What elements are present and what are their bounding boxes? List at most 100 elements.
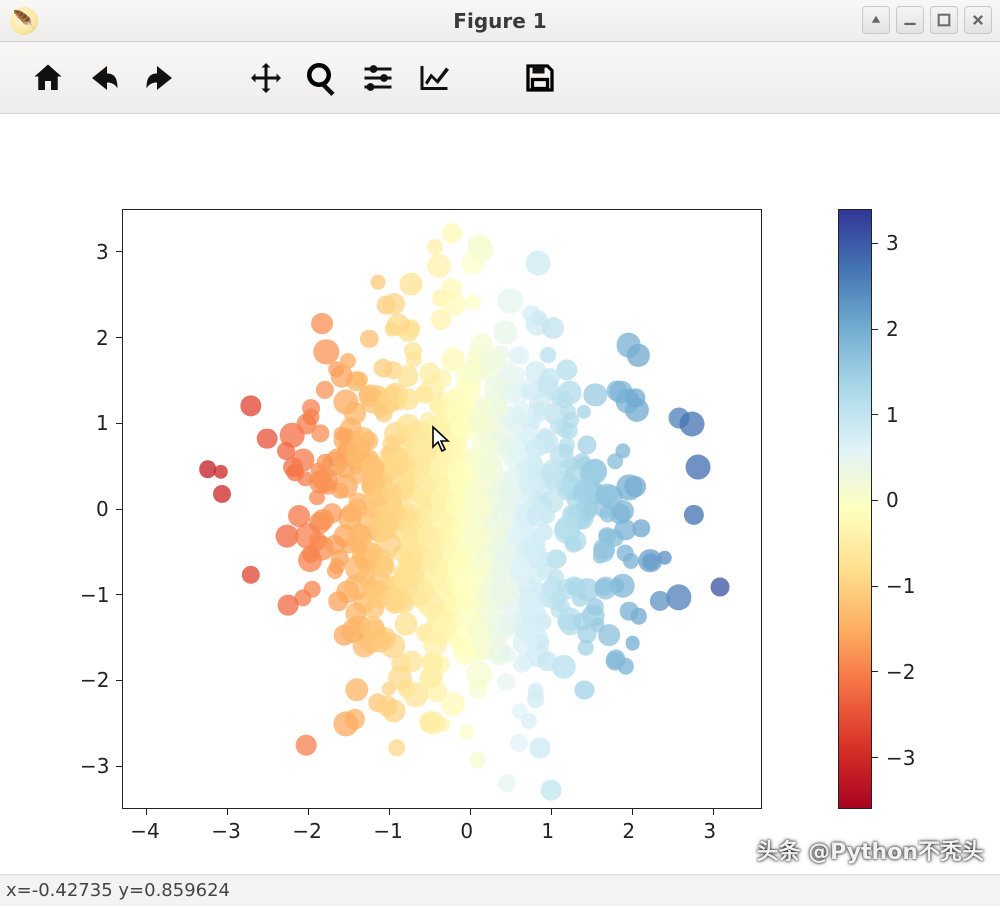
scatter-point: [277, 442, 295, 460]
home-icon: [30, 60, 66, 96]
scatter-point: [420, 556, 437, 573]
back-button[interactable]: [76, 50, 132, 106]
edit-axis-button[interactable]: [406, 50, 462, 106]
scatter-point: [371, 275, 386, 290]
configure-subplots-button[interactable]: [350, 50, 406, 106]
scatter-point: [296, 735, 317, 756]
colorbar-tick-label: −3: [886, 746, 915, 770]
scatter-point: [448, 633, 464, 649]
scatter-point: [399, 273, 422, 296]
scatter-point: [257, 428, 278, 449]
scatter-point: [423, 632, 447, 656]
scatter-point: [538, 376, 559, 397]
scatter-point: [625, 636, 640, 651]
colorbar-tick-label: −1: [886, 574, 915, 598]
scatter-point: [541, 348, 555, 362]
scatter-point: [440, 439, 455, 454]
y-tick-label: −2: [80, 668, 109, 692]
forward-icon: [142, 60, 178, 96]
scatter-point: [537, 651, 557, 671]
scatter-point: [527, 683, 544, 700]
forward-button[interactable]: [132, 50, 188, 106]
figure-canvas[interactable]: −4−3−2−10123 −3−2−10123 −3−2−10123: [0, 114, 1000, 874]
x-tick-label: 2: [622, 819, 635, 843]
scatter-point: [427, 254, 451, 278]
scatter-point: [577, 435, 596, 454]
scatter-point: [311, 313, 333, 335]
x-tick: [713, 809, 714, 815]
y-tick: [116, 594, 122, 595]
scatter-point: [387, 314, 410, 337]
y-tick: [116, 337, 122, 338]
scatter-point: [530, 737, 551, 758]
scatter-point: [374, 359, 393, 378]
scatter-point: [470, 333, 493, 356]
colorbar-tick: [872, 329, 878, 330]
scatter-point: [340, 353, 356, 369]
scatter-point: [510, 346, 530, 366]
scatter-point: [449, 400, 467, 418]
scatter-point: [302, 399, 320, 417]
home-button[interactable]: [20, 50, 76, 106]
sliders-icon: [360, 60, 396, 96]
x-tick-label: 3: [703, 819, 716, 843]
y-tick: [116, 766, 122, 767]
scatter-point: [427, 239, 443, 255]
scatter-point: [412, 440, 436, 464]
x-tick-label: −3: [211, 819, 240, 843]
save-figure-button[interactable]: [512, 50, 568, 106]
x-tick-label: −2: [292, 819, 321, 843]
zoom-button[interactable]: [294, 50, 350, 106]
y-tick-label: −3: [80, 754, 109, 778]
scatter-point: [388, 666, 412, 690]
pan-button[interactable]: [238, 50, 294, 106]
scatter-point: [377, 695, 398, 716]
line-chart-icon: [416, 60, 452, 96]
scatter-point: [469, 752, 486, 769]
y-tick: [116, 423, 122, 424]
scatter-point: [465, 294, 481, 310]
y-tick-label: −1: [80, 583, 109, 607]
x-tick: [470, 809, 471, 815]
x-tick: [551, 809, 552, 815]
scatter-point: [679, 411, 704, 436]
scatter-point: [357, 567, 375, 585]
scatter-point: [544, 472, 563, 491]
scatter-point: [501, 384, 521, 404]
scatter-point: [594, 577, 617, 600]
scatter-point: [314, 468, 338, 492]
scatter-point: [351, 427, 375, 451]
colorbar-tick: [872, 671, 878, 672]
scatter-point: [563, 412, 579, 428]
scatter-point: [441, 692, 465, 716]
x-tick: [389, 809, 390, 815]
scatter-point: [414, 385, 433, 404]
colorbar-tick: [872, 757, 878, 758]
scatter-point: [490, 583, 515, 608]
colorbar-tick: [872, 243, 878, 244]
scatter-point: [711, 578, 730, 597]
scatter-point: [541, 780, 562, 801]
close-button[interactable]: [964, 6, 992, 34]
minimize-button[interactable]: [896, 6, 924, 34]
scatter-point: [505, 436, 522, 453]
window-titlebar: 🪶 Figure 1: [0, 0, 1000, 42]
x-tick-label: 0: [460, 819, 473, 843]
x-tick-label: −4: [130, 819, 159, 843]
zoom-icon: [304, 60, 340, 96]
y-tick-label: 1: [96, 411, 109, 435]
y-tick-label: 3: [96, 240, 109, 264]
app-icon: 🪶: [10, 7, 38, 35]
colorbar-tick-label: 1: [886, 403, 899, 427]
scatter-point: [617, 544, 634, 561]
scatter-point: [304, 581, 321, 598]
scatter-point: [498, 471, 514, 487]
maximize-button[interactable]: [930, 6, 958, 34]
move-icon: [248, 60, 284, 96]
scatter-point: [397, 365, 419, 387]
colorbar-tick-label: 3: [886, 231, 899, 255]
x-tick-label: 1: [541, 819, 554, 843]
scatter-point: [375, 511, 400, 536]
scatter-point: [429, 416, 451, 438]
raise-window-button[interactable]: [862, 6, 890, 34]
